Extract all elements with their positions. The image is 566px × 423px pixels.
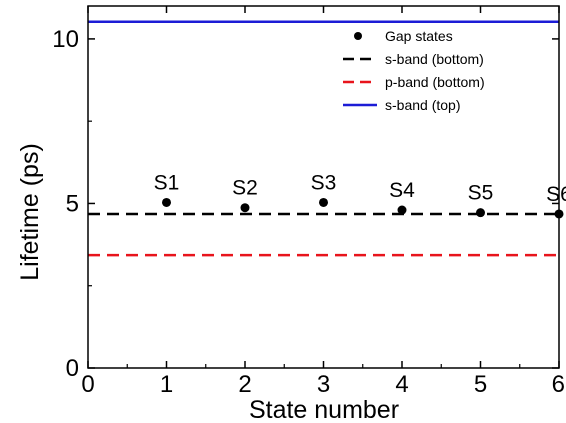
gap-state-point	[162, 197, 171, 207]
x-axis-title: State number	[249, 396, 399, 423]
gap-state-point	[319, 197, 328, 207]
y-tick-label: 10	[52, 26, 79, 53]
x-tick-label: 3	[317, 371, 330, 398]
legend-label-p-band-bottom: p-band (bottom)	[385, 74, 485, 90]
point-label-s1: S1	[154, 171, 180, 194]
y-tick-label: 5	[66, 190, 79, 217]
point-label-s3: S3	[311, 171, 337, 194]
gap-state-point	[397, 205, 407, 215]
x-tick-label: 5	[474, 371, 487, 398]
point-label-s5: S5	[468, 182, 494, 205]
point-label-s6: S6	[546, 183, 566, 206]
point-label-s2: S2	[232, 177, 258, 200]
plot-area: S1 S2 S3 S4 S5 S6	[88, 20, 566, 257]
x-tick-label: 0	[81, 371, 94, 398]
legend-label-gap-states: Gap states	[385, 28, 453, 44]
legend-marker-gap-states	[354, 32, 362, 40]
x-tick-label: 6	[552, 371, 565, 398]
legend-label-s-band-top: s-band (top)	[385, 97, 460, 113]
legend-label-s-band-bottom: s-band (bottom)	[385, 51, 484, 67]
x-tick-label: 1	[160, 371, 173, 398]
gap-state-point	[240, 203, 250, 213]
y-tick-label: 0	[66, 355, 79, 382]
point-label-s4: S4	[389, 179, 415, 202]
gap-state-point	[476, 208, 485, 218]
x-tick-label: 4	[395, 371, 408, 398]
x-tick-label: 2	[238, 371, 251, 398]
y-axis-title: Lifetime (ps)	[16, 143, 44, 281]
axes: 0 1 2 3 4 5 6 0 5 10	[52, 5, 565, 398]
legend: Gap states s-band (bottom) p-band (bottom)…	[343, 28, 485, 113]
